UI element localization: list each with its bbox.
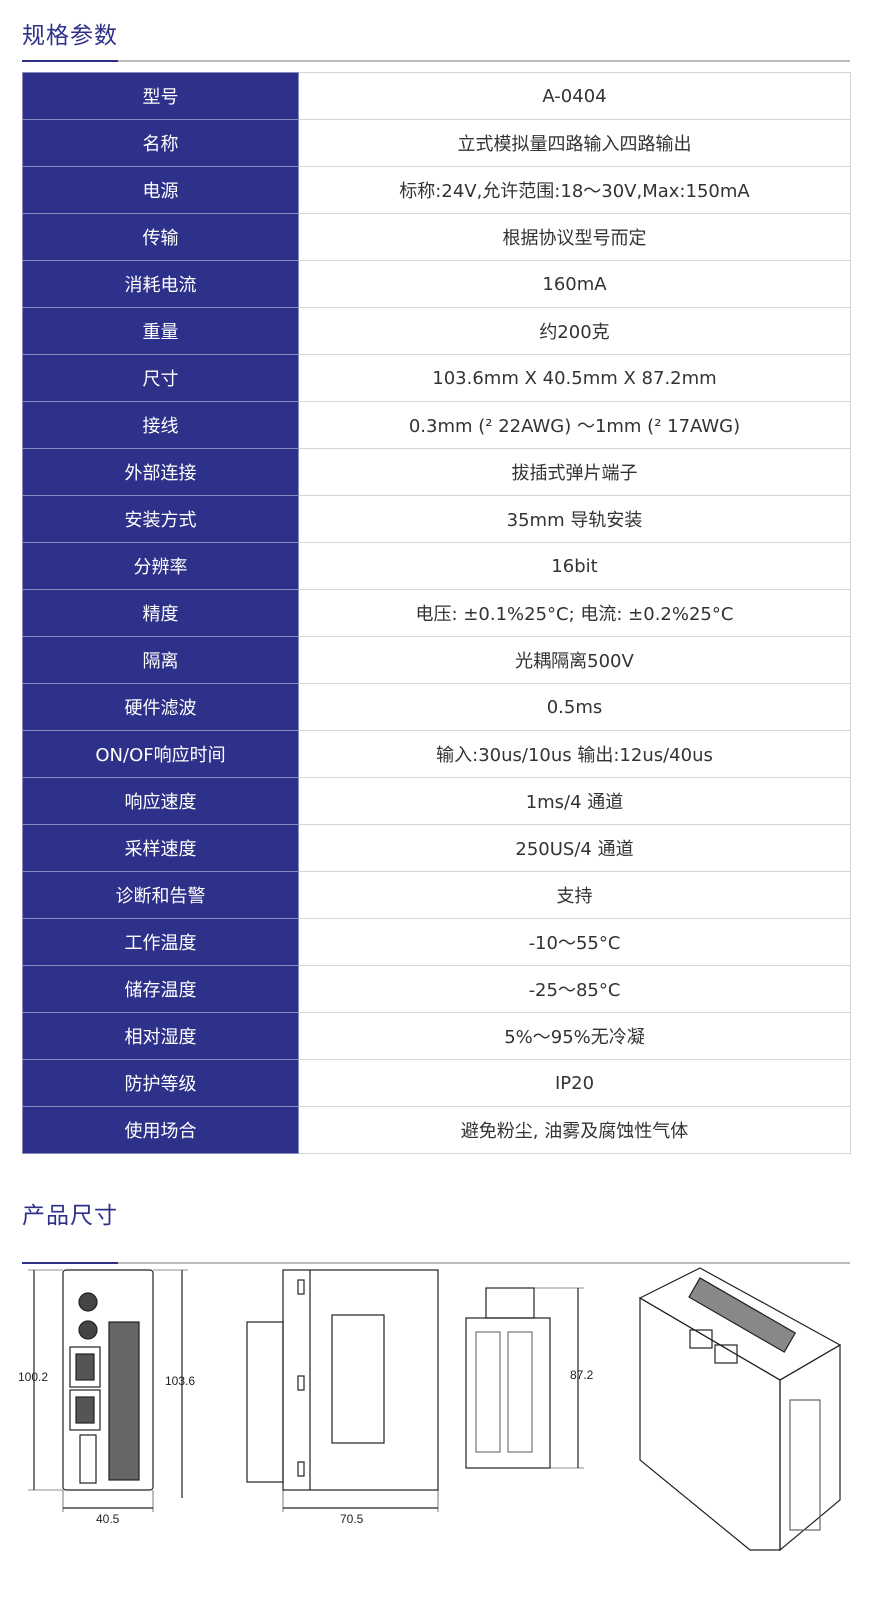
spec-label: 诊断和告警 (22, 871, 299, 919)
spec-label: 硬件滤波 (22, 683, 299, 731)
spec-row: 储存温度 -25～85°C (22, 965, 851, 1013)
spec-row: 分辨率 16bit (22, 542, 851, 590)
spec-label: 使用场合 (22, 1106, 299, 1154)
spec-label: 重量 (22, 307, 299, 355)
spec-value: 标称:24V,允许范围:18～30V,Max:150mA (298, 166, 851, 214)
dimensions-title: 产品尺寸 (22, 1203, 118, 1229)
spec-row: 尺寸 103.6mm X 40.5mm X 87.2mm (22, 354, 851, 402)
iso-view-drawing (638, 1267, 842, 1552)
spec-row: 消耗电流 160mA (22, 260, 851, 308)
front-width-label: 40.5 (96, 1512, 120, 1526)
spec-value: 0.3mm (² 22AWG) ～1mm (² 17AWG) (298, 401, 851, 449)
spec-row: 传输 根据协议型号而定 (22, 213, 851, 261)
spec-value: A-0404 (298, 72, 851, 120)
spec-value: 电压: ±0.1%25°C; 电流: ±0.2%25°C (298, 589, 851, 637)
back-height-label: 87.2 (570, 1368, 594, 1382)
front-height-inner-label: 100.2 (18, 1370, 49, 1384)
spec-value: 35mm 导轨安装 (298, 495, 851, 543)
spec-value: -10～55°C (298, 918, 851, 966)
spec-row: 名称 立式模拟量四路输入四路输出 (22, 119, 851, 167)
spec-label: 分辨率 (22, 542, 299, 590)
spec-row: 防护等级 IP20 (22, 1059, 851, 1107)
spec-label: 传输 (22, 213, 299, 261)
spec-row: ON/OF响应时间 输入:30us/10us 输出:12us/40us (22, 730, 851, 778)
dimension-drawings: 100.2 103.6 40.5 70.5 87.2 (0, 1250, 891, 1603)
front-height-outer-label: 103.6 (165, 1374, 196, 1388)
spec-value: 立式模拟量四路输入四路输出 (298, 119, 851, 167)
spec-value: 0.5ms (298, 683, 851, 731)
spec-label: 尺寸 (22, 354, 299, 402)
spec-label: 消耗电流 (22, 260, 299, 308)
spec-row: 精度 电压: ±0.1%25°C; 电流: ±0.2%25°C (22, 589, 851, 637)
spec-row: 外部连接 拔插式弹片端子 (22, 448, 851, 496)
spec-label: 工作温度 (22, 918, 299, 966)
side-view-drawing (246, 1269, 439, 1512)
spec-row: 重量 约200克 (22, 307, 851, 355)
spec-row: 使用场合 避免粉尘, 油雾及腐蚀性气体 (22, 1106, 851, 1154)
spec-row: 硬件滤波 0.5ms (22, 683, 851, 731)
spec-value: 5%～95%无冷凝 (298, 1012, 851, 1060)
spec-value: IP20 (298, 1059, 851, 1107)
spec-value: 1ms/4 通道 (298, 777, 851, 825)
back-view-drawing (465, 1287, 584, 1469)
spec-value: 输入:30us/10us 输出:12us/40us (298, 730, 851, 778)
spec-label: 外部连接 (22, 448, 299, 496)
spec-row: 响应速度 1ms/4 通道 (22, 777, 851, 825)
spec-value: 支持 (298, 871, 851, 919)
spec-label: 名称 (22, 119, 299, 167)
spec-label: 采样速度 (22, 824, 299, 872)
spec-row: 工作温度 -10～55°C (22, 918, 851, 966)
spec-label: 接线 (22, 401, 299, 449)
spec-label: ON/OF响应时间 (22, 730, 299, 778)
front-view-drawing (28, 1269, 188, 1512)
spec-label: 响应速度 (22, 777, 299, 825)
spec-label: 型号 (22, 72, 299, 120)
spec-label: 电源 (22, 166, 299, 214)
spec-row: 相对湿度 5%～95%无冷凝 (22, 1012, 851, 1060)
spec-value: 约200克 (298, 307, 851, 355)
spec-value: 250US/4 通道 (298, 824, 851, 872)
spec-row: 采样速度 250US/4 通道 (22, 824, 851, 872)
spec-row: 隔离 光耦隔离500V (22, 636, 851, 684)
spec-value: 160mA (298, 260, 851, 308)
spec-label: 相对湿度 (22, 1012, 299, 1060)
spec-value: 光耦隔离500V (298, 636, 851, 684)
spec-label: 防护等级 (22, 1059, 299, 1107)
specs-table: 型号 A-0404 名称 立式模拟量四路输入四路输出 电源 标称:24V,允许范围:18～… (22, 72, 851, 1154)
side-depth-label: 70.5 (340, 1512, 364, 1526)
spec-value: 16bit (298, 542, 851, 590)
spec-value: 根据协议型号而定 (298, 213, 851, 261)
spec-label: 安装方式 (22, 495, 299, 543)
spec-row: 安装方式 35mm 导轨安装 (22, 495, 851, 543)
spec-label: 储存温度 (22, 965, 299, 1013)
spec-label: 精度 (22, 589, 299, 637)
spec-value: -25～85°C (298, 965, 851, 1013)
specs-title-rule (22, 60, 850, 62)
spec-value: 拔插式弹片端子 (298, 448, 851, 496)
spec-row: 诊断和告警 支持 (22, 871, 851, 919)
spec-row: 型号 A-0404 (22, 72, 851, 120)
spec-row: 电源 标称:24V,允许范围:18～30V,Max:150mA (22, 166, 851, 214)
spec-row: 接线 0.3mm (² 22AWG) ～1mm (² 17AWG) (22, 401, 851, 449)
spec-value: 103.6mm X 40.5mm X 87.2mm (298, 354, 851, 402)
spec-value: 避免粉尘, 油雾及腐蚀性气体 (298, 1106, 851, 1154)
spec-label: 隔离 (22, 636, 299, 684)
specs-title: 规格参数 (22, 23, 118, 49)
dimensions-title-rule (22, 1262, 850, 1264)
